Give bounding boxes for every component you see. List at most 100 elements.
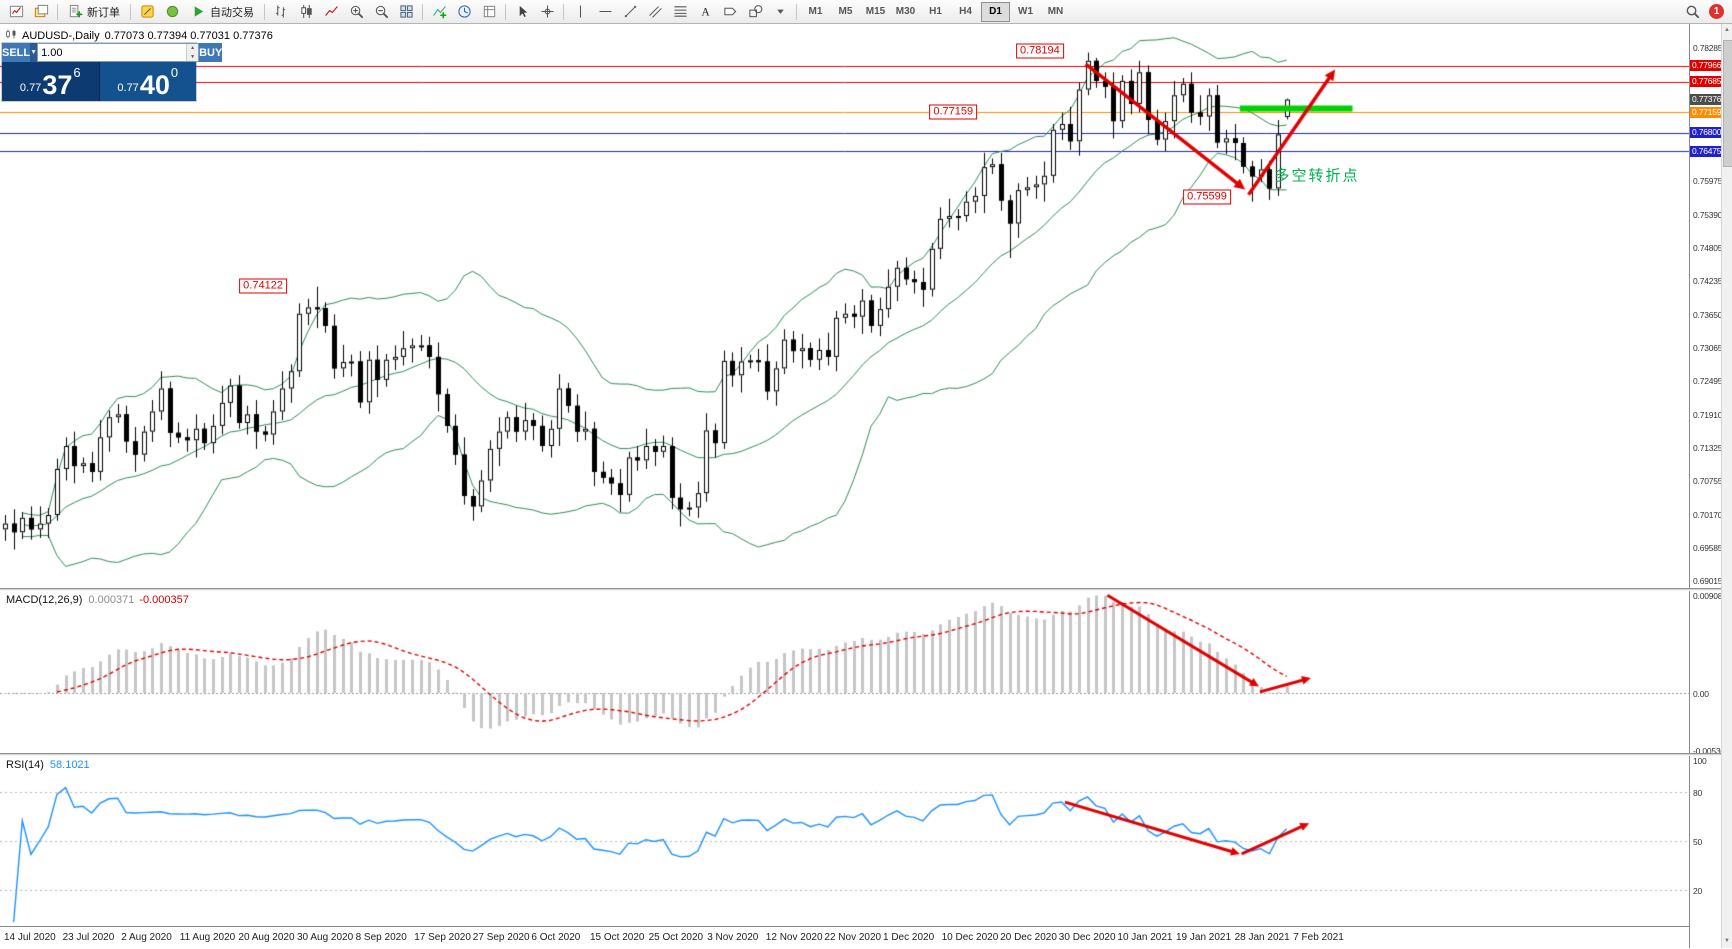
price-axis-label: 0.73650 <box>1693 309 1723 320</box>
date-axis-label[interactable]: 19 Jan 2021 <box>1176 932 1232 943</box>
search-icon[interactable] <box>1680 1 1704 23</box>
periods-icon[interactable] <box>452 1 476 23</box>
volume-input[interactable] <box>38 44 187 61</box>
date-axis-label[interactable]: 3 Nov 2020 <box>707 932 759 943</box>
chart-profiles-icon[interactable] <box>29 1 53 23</box>
bar-chart-icon[interactable] <box>269 1 293 23</box>
equidistant-channel-icon[interactable] <box>643 1 667 23</box>
volume-down-icon[interactable]: ▼ <box>187 52 199 61</box>
text-icon[interactable]: A <box>693 1 717 23</box>
zoom-out-icon[interactable] <box>369 1 393 23</box>
chart-canvas[interactable] <box>0 24 1689 948</box>
scroll-down-icon[interactable]: ▼ <box>1724 938 1730 944</box>
timeframe-h1[interactable]: H1 <box>929 6 942 17</box>
vertical-line-icon[interactable] <box>568 1 592 23</box>
date-axis-label[interactable]: 27 Sep 2020 <box>472 932 530 943</box>
scrollbar-thumb[interactable] <box>1723 40 1732 167</box>
rsi-axis-label: 20 <box>1693 885 1703 896</box>
tile-windows-icon[interactable] <box>394 1 418 23</box>
fibonacci-icon[interactable] <box>668 1 692 23</box>
price-annotation[interactable]: 0.78194 <box>1015 43 1064 59</box>
market-icon[interactable] <box>160 1 184 23</box>
svg-text:A: A <box>701 7 710 19</box>
toolbar-separator <box>563 3 564 20</box>
crosshair-icon[interactable] <box>535 1 559 23</box>
new-chart-icon[interactable] <box>4 1 28 23</box>
timeframe-m15[interactable]: M15 <box>865 6 886 17</box>
rsi-pane-separator[interactable] <box>0 753 1732 756</box>
main-toolbar: 新订单 自动交易 A M1 M5 M15 M30 H1 H4 D1 W1 MN 1 <box>0 0 1732 24</box>
date-axis-label[interactable]: 25 Oct 2020 <box>648 932 704 943</box>
timeframe-m1[interactable]: M1 <box>808 6 823 17</box>
chart-title: AUDUSD-,Daily 0.77073 0.77394 0.77031 0.… <box>5 28 273 43</box>
date-axis-label[interactable]: 23 Jul 2020 <box>62 932 115 943</box>
candlestick-chart-icon[interactable] <box>294 1 318 23</box>
timeframe-w1[interactable]: W1 <box>1018 6 1033 17</box>
arrow-label-icon[interactable] <box>718 1 742 23</box>
price-annotation[interactable]: 0.75599 <box>1183 189 1231 205</box>
toolbar-separator <box>130 3 131 20</box>
rsi-axis-label: 100 <box>1693 756 1707 766</box>
macd-pane-separator[interactable] <box>0 588 1732 591</box>
turning-point-label[interactable]: 多空转折点 <box>1274 167 1360 185</box>
date-axis-label[interactable]: 22 Nov 2020 <box>824 932 882 943</box>
date-axis-label[interactable]: 20 Dec 2020 <box>1000 932 1057 943</box>
timeframe-mn[interactable]: MN <box>1047 6 1064 17</box>
autotrading-button[interactable]: 自动交易 <box>185 1 260 23</box>
buy-button[interactable]: BUY <box>199 43 223 62</box>
metaeditor-icon[interactable] <box>135 1 159 23</box>
price-axis-label: 0.74235 <box>1693 276 1723 287</box>
timeframe-m30[interactable]: M30 <box>895 6 916 17</box>
macd-indicator-label: MACD(12,26,9) 0.000371 -0.000357 <box>6 594 189 606</box>
date-axis-label[interactable]: 28 Jan 2021 <box>1234 932 1290 943</box>
date-axis-label[interactable]: 15 Oct 2020 <box>590 932 645 943</box>
price-annotation[interactable]: 0.77159 <box>929 104 978 120</box>
vertical-scrollbar[interactable]: ▲ ▼ <box>1721 24 1732 948</box>
price-axis-label: 0.75975 <box>1693 176 1723 187</box>
price-axis-label: 0.69585 <box>1693 543 1723 554</box>
indicators-icon[interactable] <box>427 1 451 23</box>
price-axis-label: 0.73065 <box>1693 343 1723 354</box>
timeframe-d1[interactable]: D1 <box>981 1 1010 22</box>
date-axis-label[interactable]: 12 Nov 2020 <box>765 932 823 943</box>
rsi-indicator-label: RSI(14) 58.1021 <box>6 759 90 771</box>
horizontal-line-icon[interactable] <box>593 1 617 23</box>
date-axis-label[interactable]: 1 Dec 2020 <box>883 932 935 943</box>
cursor-icon[interactable] <box>510 1 534 23</box>
templates-icon[interactable] <box>477 1 501 23</box>
new-order-button[interactable]: 新订单 <box>62 1 126 23</box>
scroll-up-icon[interactable]: ▲ <box>1724 27 1730 33</box>
date-axis-label[interactable]: 30 Dec 2020 <box>1058 932 1116 943</box>
dropdown-caret-icon[interactable] <box>768 1 792 23</box>
date-axis-label[interactable]: 11 Aug 2020 <box>179 932 236 943</box>
sell-price[interactable]: 0.77 37 6 <box>2 62 99 101</box>
date-axis-label[interactable]: 6 Oct 2020 <box>531 932 581 943</box>
shapes-icon[interactable] <box>743 1 767 23</box>
zoom-in-icon[interactable] <box>344 1 368 23</box>
date-axis-label[interactable]: 30 Aug 2020 <box>297 932 354 943</box>
timeframe-h4[interactable]: H4 <box>959 6 972 17</box>
date-axis-label[interactable]: 14 Jul 2020 <box>4 932 56 943</box>
date-axis-label[interactable]: 2 Aug 2020 <box>121 932 172 943</box>
symbol-period-label: AUDUSD-,Daily <box>22 29 100 42</box>
one-click-caret-icon[interactable]: ▼ <box>30 43 38 62</box>
date-axis-label[interactable]: 10 Jan 2021 <box>1117 932 1173 943</box>
buy-price[interactable]: 0.77 40 0 <box>99 62 196 101</box>
date-axis-label[interactable]: 10 Dec 2020 <box>941 932 999 943</box>
date-axis-label[interactable]: 7 Feb 2021 <box>1293 932 1344 943</box>
date-axis[interactable]: 14 Jul 2020 23 Jul 2020 2 Aug 2020 11 Aug 2… <box>0 926 1689 949</box>
toolbar-separator <box>264 3 265 20</box>
timeframe-m5[interactable]: M5 <box>838 6 853 17</box>
sell-button[interactable]: SELL <box>2 43 31 62</box>
toolbar-separator <box>505 3 506 20</box>
line-chart-icon[interactable] <box>319 1 343 23</box>
date-axis-label[interactable]: 8 Sep 2020 <box>355 932 407 943</box>
volume-up-icon[interactable]: ▲ <box>187 44 199 53</box>
trendline-icon[interactable] <box>618 1 642 23</box>
date-axis-label[interactable]: 17 Sep 2020 <box>414 932 471 943</box>
notification-badge[interactable]: 1 <box>1709 4 1724 19</box>
macd-axis-label: -0.005306 <box>1693 745 1730 756</box>
price-annotation[interactable]: 0.74122 <box>239 278 287 294</box>
date-axis-label[interactable]: 20 Aug 2020 <box>238 932 295 943</box>
price-axis-label: 0.74805 <box>1693 243 1723 254</box>
